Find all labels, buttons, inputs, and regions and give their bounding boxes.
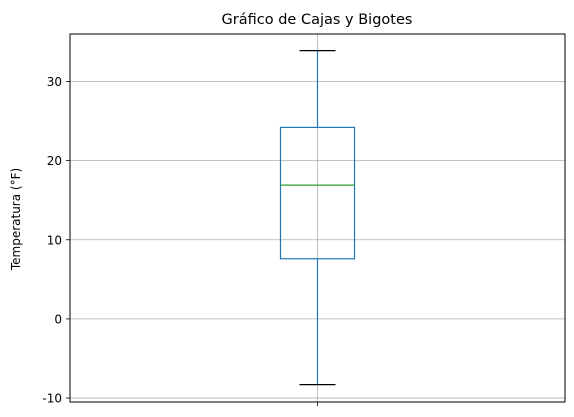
y-tick-label: 10 bbox=[47, 233, 62, 247]
y-tick-label: 0 bbox=[54, 312, 62, 326]
plot-frame bbox=[69, 33, 566, 403]
iqr-box bbox=[279, 126, 356, 260]
y-axis-ticks: -10 0 10 20 30 bbox=[42, 75, 318, 406]
chart-title: Gráfico de Cajas y Bigotes bbox=[222, 12, 413, 28]
y-tick-label: -10 bbox=[42, 392, 62, 406]
y-axis-label: Temperatura (°F) bbox=[9, 168, 23, 271]
plot-marks bbox=[279, 50, 356, 386]
y-tick-label: 20 bbox=[47, 154, 62, 168]
y-tick-label: 30 bbox=[47, 75, 62, 89]
